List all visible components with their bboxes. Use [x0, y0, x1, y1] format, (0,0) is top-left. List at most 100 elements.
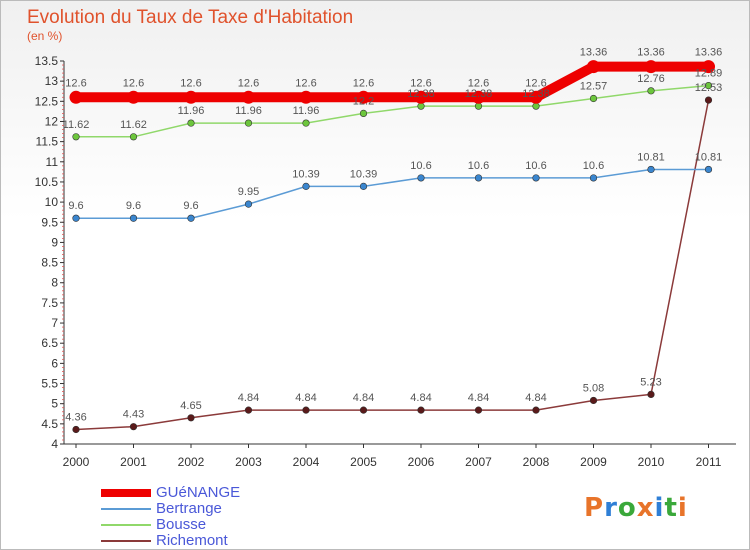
y-tick-label: 12.5: [35, 94, 59, 108]
data-label: 11.96: [293, 105, 320, 117]
logo-letter: i: [654, 493, 665, 523]
data-point: [532, 102, 540, 110]
x-tick-label: 2005: [350, 455, 377, 469]
data-point: [244, 406, 253, 414]
data-label: 5.08: [583, 382, 604, 394]
data-label: 12.57: [580, 80, 608, 92]
data-point: [72, 214, 80, 222]
data-point: [704, 165, 713, 174]
y-tick-label: 6: [51, 356, 58, 370]
data-point: [532, 174, 540, 182]
data-label: 4.84: [295, 392, 316, 404]
y-tick-label: 4.5: [41, 417, 58, 431]
data-label: 12.53: [695, 82, 723, 94]
data-label: 11.96: [235, 105, 262, 117]
y-tick-label: 13: [45, 74, 59, 88]
data-point: [357, 90, 370, 104]
x-tick-label: 2000: [63, 455, 90, 469]
data-label: 10.81: [695, 151, 723, 163]
y-tick-label: 6.5: [41, 336, 58, 350]
data-label: 10.6: [525, 160, 546, 172]
data-point: [242, 90, 255, 104]
data-point: [587, 60, 600, 74]
axes: 4 4.5 5 5.5 6 6.5 7 7.5 8 8.5 9 9.5 10 10.5 11 11.5 12 12…: [35, 54, 736, 469]
data-point: [532, 406, 540, 414]
data-point: [302, 182, 310, 190]
y-tick-label: 7: [51, 316, 58, 330]
series-line-guénange: [76, 61, 709, 103]
legend-swatch: [101, 540, 151, 542]
data-point: [187, 414, 195, 422]
data-label: 10.81: [637, 151, 665, 163]
data-point: [417, 102, 425, 110]
y-tick-label: 8: [51, 276, 58, 290]
data-point: [474, 102, 483, 110]
data-label: 12.38: [407, 88, 435, 100]
data-label: 12.76: [637, 73, 665, 85]
data-point: [589, 174, 598, 182]
data-label: 4.36: [65, 411, 86, 423]
data-point: [589, 94, 598, 103]
data-label: 10.39: [350, 168, 378, 180]
data-label: 12.2: [353, 95, 374, 107]
y-tick-label: 13.5: [35, 54, 59, 68]
data-label: 12.89: [695, 68, 723, 80]
data-label: 12.6: [238, 77, 259, 89]
y-tick-label: 10.5: [35, 175, 59, 189]
data-label: 4.84: [468, 392, 489, 404]
data-point: [702, 60, 715, 74]
logo-letter: i: [677, 493, 688, 523]
series-line-bertrange: [76, 168, 709, 219]
data-label: 10.39: [292, 168, 320, 180]
legend-label: Bousse: [156, 516, 207, 533]
data-label: 12.38: [522, 88, 550, 100]
data-point: [187, 214, 195, 222]
y-tick-label: 7.5: [41, 296, 58, 310]
data-label: 5.23: [640, 376, 661, 388]
y-tick-label: 4: [51, 437, 58, 451]
y-tick-label: 10: [45, 195, 59, 209]
data-point: [359, 406, 368, 414]
data-label: 10.6: [583, 160, 604, 172]
data-point: [647, 165, 655, 174]
data-label: 10.6: [468, 160, 489, 172]
y-tick-label: 12: [45, 114, 59, 128]
y-tick-label: 5.5: [41, 377, 58, 391]
series-line-bousse: [76, 84, 709, 138]
x-tick-label: 2011: [696, 455, 722, 469]
data-label: 12.6: [410, 77, 431, 89]
data-point: [647, 390, 655, 399]
data-label: 4.84: [238, 392, 259, 404]
x-tick-label: 2010: [638, 455, 665, 469]
logo-letter: t: [664, 493, 678, 523]
legend-swatch: [101, 524, 151, 526]
x-tick-label: 2006: [408, 455, 435, 469]
data-point: [529, 90, 543, 104]
data-point: [72, 425, 80, 434]
logo-letter: P: [584, 493, 605, 523]
y-tick-label: 11.5: [36, 135, 59, 149]
data-point: [647, 87, 655, 95]
data-point: [69, 90, 83, 104]
data-point: [417, 174, 425, 182]
data-label: 12.6: [65, 77, 86, 89]
legend-label: Richemont: [156, 532, 228, 549]
data-label: 11.96: [178, 105, 205, 117]
data-point: [414, 90, 428, 104]
data-label: 12.6: [123, 77, 144, 89]
y-tick-label: 5: [51, 397, 58, 411]
y-tick-label: 11: [46, 155, 59, 169]
data-point: [474, 406, 483, 414]
data-label: 9.6: [126, 200, 141, 212]
data-label: 11.62: [63, 119, 90, 131]
data-point: [474, 174, 483, 182]
logo-letter: o: [617, 493, 637, 523]
data-label: 12.38: [465, 88, 493, 100]
data-label: 4.43: [123, 409, 144, 421]
x-tick-label: 2001: [120, 455, 147, 469]
data-label: 9.6: [68, 200, 83, 212]
data-label: 4.84: [410, 392, 431, 404]
data-label: 4.84: [525, 392, 546, 404]
data-label: 12.6: [295, 77, 316, 89]
